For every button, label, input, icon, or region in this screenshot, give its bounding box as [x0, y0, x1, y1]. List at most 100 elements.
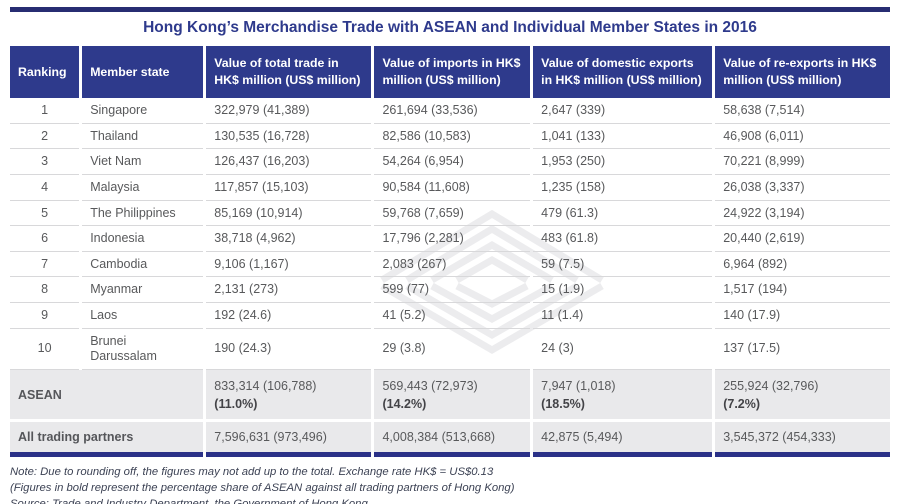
domestic-exports-cell: 483 (61.8)	[533, 226, 713, 252]
state-cell: Singapore	[82, 98, 204, 124]
asean-imports-share: (14.2%)	[382, 397, 427, 411]
header-row: Ranking Member state Value of total trad…	[10, 46, 890, 98]
imports-cell: 17,796 (2,281)	[374, 226, 531, 252]
state-cell: Laos	[82, 303, 204, 329]
re-exports-cell: 1,517 (194)	[715, 277, 890, 303]
all-partners-domestic-exports-cell: 42,875 (5,494)	[533, 422, 713, 458]
imports-cell: 82,586 (10,583)	[374, 124, 531, 150]
state-cell: Thailand	[82, 124, 204, 150]
re-exports-cell: 6,964 (892)	[715, 252, 890, 278]
domestic-exports-cell: 24 (3)	[533, 329, 713, 370]
value: 255,924 (32,796)	[723, 378, 819, 393]
total-trade-cell: 190 (24.3)	[206, 329, 372, 370]
rank-cell: 5	[10, 201, 80, 227]
state-cell: Cambodia	[82, 252, 204, 278]
re-exports-cell: 46,908 (6,011)	[715, 124, 890, 150]
footnotes: Note: Due to rounding off, the figures m…	[10, 464, 890, 504]
table-row: 7 Cambodia 9,106 (1,167) 2,083 (267) 59 …	[10, 252, 890, 278]
asean-total-share: (11.0%)	[214, 397, 258, 411]
all-partners-re-exports-cell: 3,545,372 (454,333)	[715, 422, 890, 458]
asean-summary-row: ASEAN 833,314 (106,788) (11.0%) 569,443 …	[10, 369, 890, 423]
rank-cell: 1	[10, 98, 80, 124]
state-cell: Indonesia	[82, 226, 204, 252]
rank-cell: 8	[10, 277, 80, 303]
imports-cell: 41 (5.2)	[374, 303, 531, 329]
imports-cell: 599 (77)	[374, 277, 531, 303]
domestic-exports-cell: 15 (1.9)	[533, 277, 713, 303]
domestic-exports-cell: 1,041 (133)	[533, 124, 713, 150]
asean-imports-cell: 569,443 (72,973) (14.2%)	[374, 369, 531, 423]
asean-domestic-exports-cell: 7,947 (1,018) (18.5%)	[533, 369, 713, 423]
re-exports-cell: 58,638 (7,514)	[715, 98, 890, 124]
total-trade-cell: 2,131 (273)	[206, 277, 372, 303]
note-source: Source: Trade and Industry Department, t…	[10, 496, 890, 504]
table-row: 6 Indonesia 38,718 (4,962) 17,796 (2,281…	[10, 226, 890, 252]
total-trade-cell: 9,106 (1,167)	[206, 252, 372, 278]
imports-cell: 59,768 (7,659)	[374, 201, 531, 227]
re-exports-cell: 26,038 (3,337)	[715, 175, 890, 201]
total-trade-cell: 38,718 (4,962)	[206, 226, 372, 252]
asean-total-trade-cell: 833,314 (106,788) (11.0%)	[206, 369, 372, 423]
total-trade-cell: 130,535 (16,728)	[206, 124, 372, 150]
table-row: 3 Viet Nam 126,437 (16,203) 54,264 (6,95…	[10, 149, 890, 175]
total-trade-cell: 126,437 (16,203)	[206, 149, 372, 175]
rank-cell: 9	[10, 303, 80, 329]
total-trade-cell: 85,169 (10,914)	[206, 201, 372, 227]
rank-cell: 3	[10, 149, 80, 175]
domestic-exports-cell: 59 (7.5)	[533, 252, 713, 278]
table-row: 4 Malaysia 117,857 (15,103) 90,584 (11,6…	[10, 175, 890, 201]
column-header-domestic-exports: Value of domestic exports in HK$ million…	[533, 46, 713, 98]
value: 833,314 (106,788)	[214, 378, 317, 393]
all-partners-total-trade-cell: 7,596,631 (973,496)	[206, 422, 372, 458]
page-title: Hong Kong’s Merchandise Trade with ASEAN…	[10, 7, 890, 46]
domestic-exports-cell: 1,235 (158)	[533, 175, 713, 201]
title-row: Hong Kong’s Merchandise Trade with ASEAN…	[10, 7, 890, 46]
imports-cell: 90,584 (11,608)	[374, 175, 531, 201]
table-row: 2 Thailand 130,535 (16,728) 82,586 (10,5…	[10, 124, 890, 150]
asean-domestic-share: (18.5%)	[541, 397, 585, 411]
table-row: 8 Myanmar 2,131 (273) 599 (77) 15 (1.9) …	[10, 277, 890, 303]
rank-cell: 7	[10, 252, 80, 278]
column-header-imports: Value of imports in HK$ million (US$ mil…	[374, 46, 531, 98]
state-cell: Brunei Darussalam	[82, 329, 204, 370]
state-cell: Myanmar	[82, 277, 204, 303]
value: 569,443 (72,973)	[382, 378, 478, 393]
asean-re-exports-cell: 255,924 (32,796) (7.2%)	[715, 369, 890, 423]
re-exports-cell: 137 (17.5)	[715, 329, 890, 370]
asean-re-exports-share: (7.2%)	[723, 397, 761, 411]
column-header-ranking: Ranking	[10, 46, 80, 98]
imports-cell: 54,264 (6,954)	[374, 149, 531, 175]
rank-cell: 4	[10, 175, 80, 201]
value: 7,947 (1,018)	[541, 378, 616, 393]
state-cell: The Philippines	[82, 201, 204, 227]
state-cell: Viet Nam	[82, 149, 204, 175]
re-exports-cell: 20,440 (2,619)	[715, 226, 890, 252]
imports-cell: 29 (3.8)	[374, 329, 531, 370]
all-partners-imports-cell: 4,008,384 (513,668)	[374, 422, 531, 458]
rank-cell: 6	[10, 226, 80, 252]
imports-cell: 2,083 (267)	[374, 252, 531, 278]
note-rounding: Note: Due to rounding off, the figures m…	[10, 466, 494, 479]
domestic-exports-cell: 1,953 (250)	[533, 149, 713, 175]
rank-cell: 10	[10, 329, 80, 370]
table-row: 10 Brunei Darussalam 190 (24.3) 29 (3.8)…	[10, 329, 890, 370]
all-partners-label: All trading partners	[10, 422, 204, 458]
domestic-exports-cell: 2,647 (339)	[533, 98, 713, 124]
rank-cell: 2	[10, 124, 80, 150]
state-cell: Malaysia	[82, 175, 204, 201]
re-exports-cell: 140 (17.9)	[715, 303, 890, 329]
table-row: 5 The Philippines 85,169 (10,914) 59,768…	[10, 201, 890, 227]
table-row: 9 Laos 192 (24.6) 41 (5.2) 11 (1.4) 140 …	[10, 303, 890, 329]
trade-table: Hong Kong’s Merchandise Trade with ASEAN…	[7, 7, 893, 458]
re-exports-cell: 24,922 (3,194)	[715, 201, 890, 227]
column-header-re-exports: Value of re-exports in HK$ million (US$ …	[715, 46, 890, 98]
asean-label: ASEAN	[10, 369, 204, 423]
column-header-total-trade: Value of total trade in HK$ million (US$…	[206, 46, 372, 98]
total-trade-cell: 192 (24.6)	[206, 303, 372, 329]
total-trade-cell: 117,857 (15,103)	[206, 175, 372, 201]
column-header-member-state: Member state	[82, 46, 204, 98]
imports-cell: 261,694 (33,536)	[374, 98, 531, 124]
re-exports-cell: 70,221 (8,999)	[715, 149, 890, 175]
note-bold-figures: (Figures in bold represent the percentag…	[10, 482, 515, 495]
